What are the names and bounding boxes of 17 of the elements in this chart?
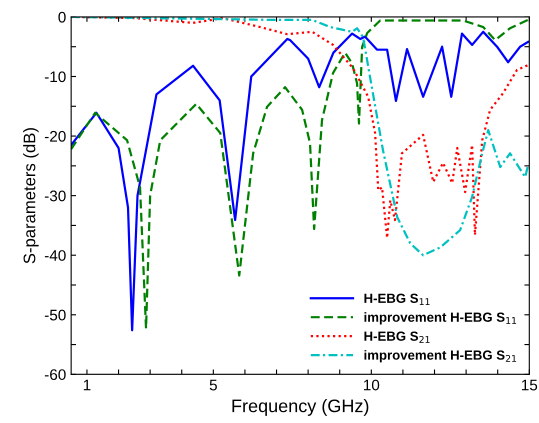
y-tick-label: 0 <box>58 12 66 23</box>
x-tick-label: 1 <box>84 380 90 390</box>
y-tick-label: -60 <box>44 369 66 380</box>
legend-label: improvement H-EBG S$_{21}$ <box>364 350 516 362</box>
y-tick-label: -20 <box>44 130 66 142</box>
y-tick-label: -50 <box>44 310 66 320</box>
x-tick-label: 5 <box>210 380 217 390</box>
y-tick-label: -30 <box>44 190 66 202</box>
legend-label: improvement H-EBG S$_{11}$ <box>364 312 516 324</box>
x-tick-label: 10 <box>364 380 380 390</box>
legend-label: H-EBG S$_{21}$ <box>364 332 430 343</box>
x-axis-title: Frequency (GHz) <box>232 399 368 416</box>
y-axis-title: S-parameters (dB) <box>23 128 39 264</box>
x-tick-label: 15 <box>522 380 538 390</box>
y-tick-label: -40 <box>44 250 66 261</box>
legend-label: H-EBG S$_{11}$ <box>364 294 430 305</box>
y-tick-label: -10 <box>44 71 66 82</box>
